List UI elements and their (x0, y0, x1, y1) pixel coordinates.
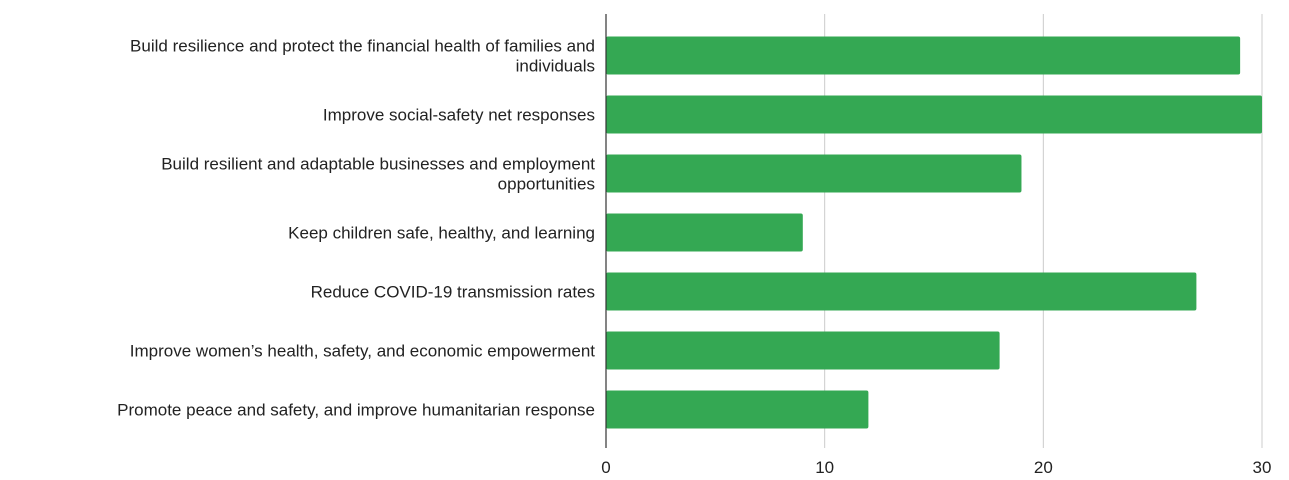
bar-0 (606, 36, 1241, 75)
bar-3 (606, 213, 803, 252)
category-label-4: Reduce COVID-19 transmission rates (311, 283, 595, 302)
category-label-2-line-0: Build resilient and adaptable businesses… (161, 155, 595, 174)
tick-labels: 0 10 20 30 (601, 458, 1271, 477)
gridlines (824, 14, 1263, 448)
category-label-1: Improve social-safety net responses (323, 106, 595, 125)
category-labels: Build resilience and protect the financi… (117, 37, 595, 420)
category-label-6: Promote peace and safety, and improve hu… (117, 401, 595, 420)
category-label-0-line-0: Build resilience and protect the financi… (130, 37, 595, 56)
x-tick-label-0: 0 (601, 458, 610, 477)
bar-1 (606, 95, 1262, 134)
category-label-2-line-1: opportunities (498, 175, 595, 194)
bars (606, 36, 1262, 429)
category-label-3: Keep children safe, healthy, and learnin… (288, 224, 595, 243)
x-tick-label-20: 20 (1034, 458, 1053, 477)
category-label-5: Improve women’s health, safety, and econ… (130, 342, 595, 361)
bar-2 (606, 154, 1022, 193)
x-tick-label-30: 30 (1253, 458, 1272, 477)
bar-6 (606, 390, 869, 429)
bar-4 (606, 272, 1197, 311)
category-label-0-line-1: individuals (516, 57, 595, 76)
x-tick-label-10: 10 (815, 458, 834, 477)
bar-5 (606, 331, 1000, 370)
